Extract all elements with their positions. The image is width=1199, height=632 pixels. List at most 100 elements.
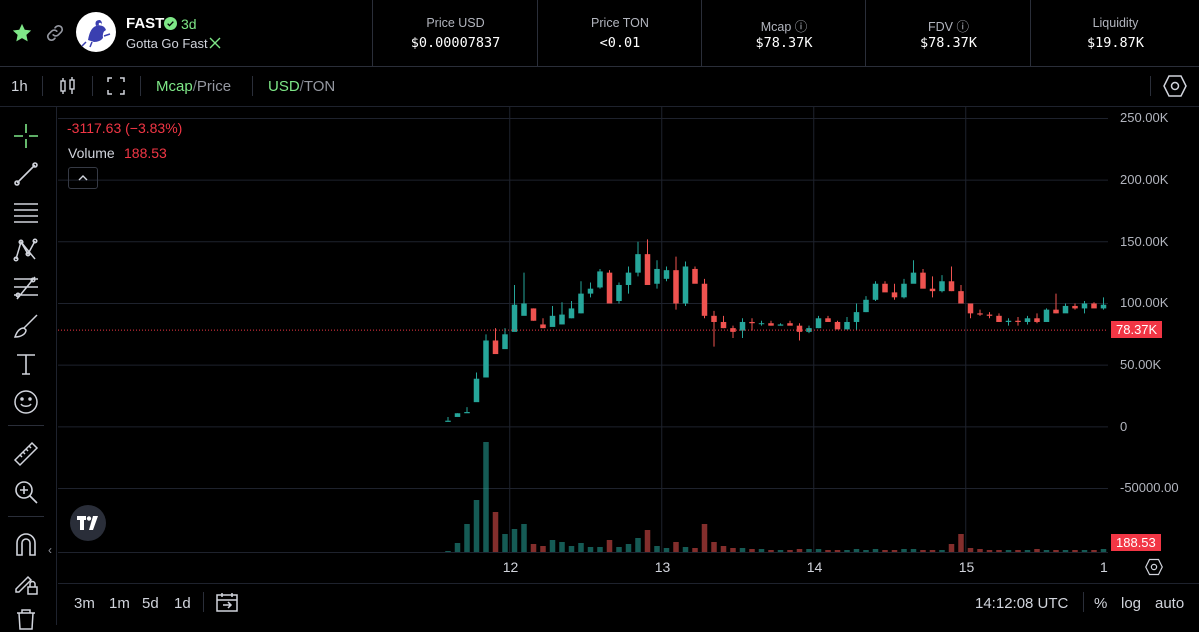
volume-bar [787,550,793,552]
volume-bar [1072,550,1078,552]
volume-bar [844,550,850,552]
volume-bar [853,549,860,552]
price-option[interactable]: Price [196,78,232,95]
divider [58,552,1108,553]
stat-value: $0.00007837 [410,35,501,51]
stat-label: FDV [928,20,953,34]
stat-label: Mcap [760,20,792,34]
candle-body [445,420,451,422]
volume-bar [597,547,603,552]
stat-label: Price TON [591,16,649,30]
volume-bar [1005,550,1012,552]
pattern-icon[interactable] [12,236,40,264]
candle-body [929,288,936,292]
candle-body [844,321,850,330]
lock-drawing-icon[interactable] [12,568,40,596]
fib-icon[interactable] [12,274,40,302]
volume-bar [673,542,679,552]
axis-settings-icon[interactable] [1145,558,1163,579]
x-tick-label: 15 [958,559,975,575]
volume-bar [977,549,983,552]
candle-body [882,283,888,293]
text-icon[interactable] [12,350,40,378]
candle-body [663,270,670,279]
volume-bar [1100,549,1107,552]
volume-bar [559,542,565,552]
volume-value: 188.53 [124,145,167,161]
candle-body [540,324,546,329]
volume-bar [1034,549,1040,552]
currency-toggle[interactable]: USD/TON [268,78,335,95]
zoom-in-icon[interactable] [12,478,40,506]
volume-bar [872,549,879,552]
volume-bar [1091,550,1097,552]
candle-body [692,268,698,284]
stat-value: $19.87K [1087,35,1144,51]
volume-bar [701,524,708,552]
x-icon[interactable] [209,37,221,52]
divider [92,76,93,96]
range-1m[interactable]: 1m [109,595,130,612]
stat-value: <0.01 [599,35,641,51]
ruler-icon[interactable] [12,440,40,468]
horizontal-lines-icon[interactable] [12,198,40,226]
candle-body [635,254,641,273]
x-tick-label: 13 [654,559,671,575]
candle-body [473,378,480,403]
drawing-tools-panel [0,107,57,625]
stat-fdv: FDV ⓘ $78.37K [865,0,1031,66]
range-3m[interactable]: 3m [74,595,95,612]
price-change: -3117.63 (−3.83%) [67,120,183,136]
star-icon[interactable] [11,22,33,47]
settings-icon[interactable] [1163,75,1187,100]
link-icon[interactable] [44,22,66,47]
ton-option[interactable]: TON [303,78,336,95]
verified-icon [164,17,177,33]
volume-bar [863,550,869,552]
mcap-price-toggle[interactable]: Mcap/Price [156,78,231,95]
candle-body [578,293,584,314]
candle-body [777,324,784,326]
volume-bar [967,548,974,552]
candle-body [768,323,774,326]
stat-price-usd: Price USD $0.00007837 [372,0,538,66]
candle-body [948,281,955,292]
price-chart[interactable] [58,106,1108,552]
mcap-option[interactable]: Mcap [156,78,193,95]
percent-toggle[interactable]: % [1094,595,1108,612]
candle-body [511,304,518,332]
emoji-icon[interactable] [12,388,40,416]
tradingview-logo-icon[interactable] [70,505,106,541]
go-to-date-icon[interactable] [216,592,238,615]
volume-bar [473,500,480,552]
candle-body [1091,303,1097,309]
volume-bar [644,530,651,552]
candle-body [559,314,565,325]
volume-bar [692,548,698,552]
candle-body [1024,318,1031,322]
volume-bar [502,534,508,552]
collapse-legend-button[interactable] [68,167,98,189]
candle-body [863,299,869,313]
crosshair-icon[interactable] [12,122,40,150]
trend-line-icon[interactable] [12,160,40,188]
candlestick-icon[interactable] [58,76,78,99]
brush-icon[interactable] [12,312,40,340]
info-icon[interactable]: ⓘ [956,20,969,34]
usd-option[interactable]: USD [268,78,300,95]
volume-bar [882,550,888,552]
interval-button[interactable]: 1h [11,78,28,95]
magnet-icon[interactable] [12,530,40,558]
log-toggle[interactable]: log [1121,595,1142,612]
trash-icon[interactable] [12,604,40,632]
auto-toggle[interactable]: auto [1155,595,1185,612]
range-5d[interactable]: 5d [142,595,159,612]
utc-clock[interactable]: 14:12:08 UTC [975,595,1069,612]
info-icon[interactable]: ⓘ [794,20,808,34]
volume-bar [635,538,641,552]
token-symbol: FAST [126,15,165,32]
range-1d[interactable]: 1d [174,595,191,612]
collapse-arrow-icon[interactable]: ‹ [48,543,52,557]
y-tick-label: 100.00K [1120,295,1169,311]
fullscreen-icon[interactable] [107,77,125,98]
